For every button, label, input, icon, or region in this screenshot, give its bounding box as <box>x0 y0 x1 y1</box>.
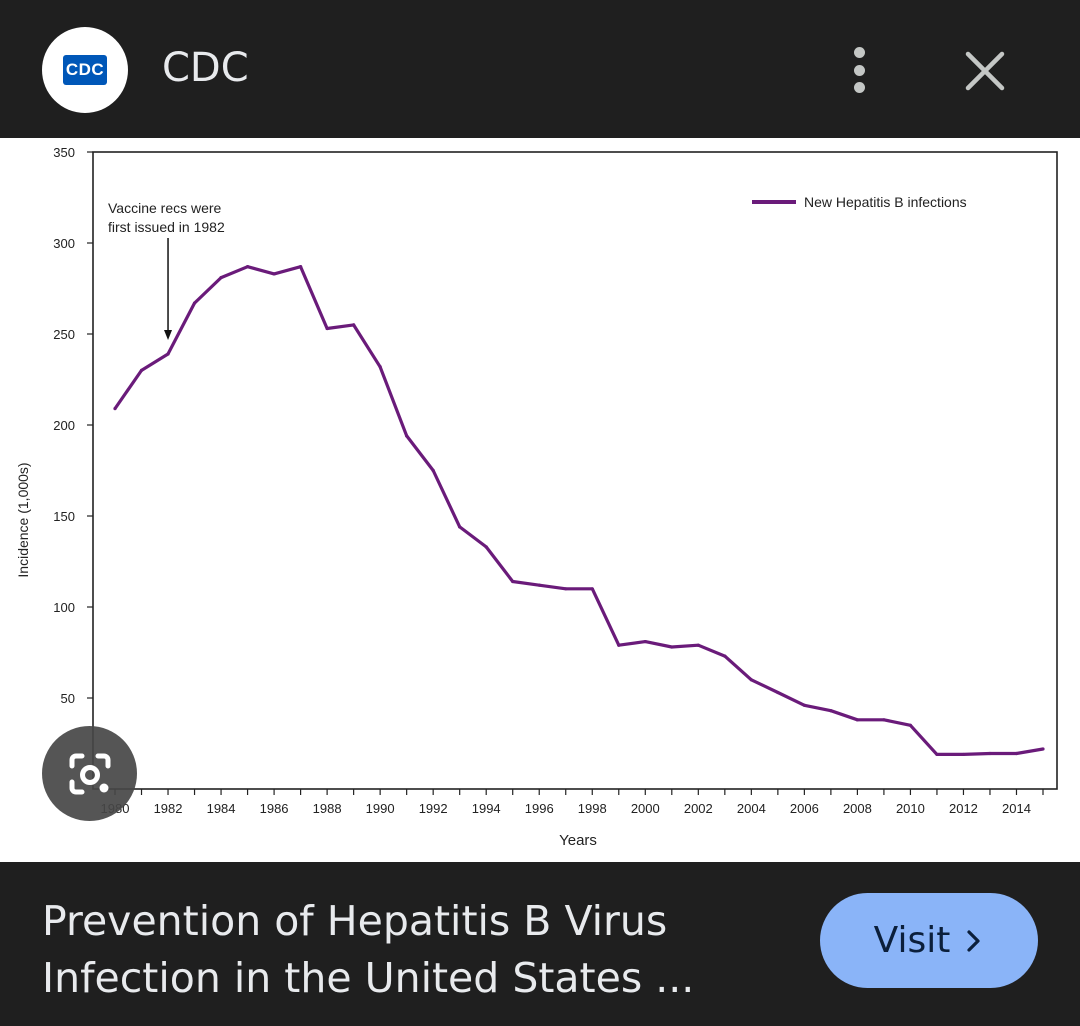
data-point <box>192 301 197 305</box>
x-tick-label: 2006 <box>790 801 819 816</box>
y-tick-label: 150 <box>53 509 75 524</box>
y-tick-label: 50 <box>61 691 75 706</box>
data-point <box>378 365 382 369</box>
x-tick-label: 1994 <box>472 801 501 816</box>
site-logo: CDC <box>42 27 128 113</box>
x-tick-label: 2008 <box>843 801 872 816</box>
x-tick-label: 2014 <box>1002 801 1031 816</box>
data-point <box>405 434 409 438</box>
x-tick-label: 1988 <box>313 801 342 816</box>
x-axis-label: Years <box>559 832 597 849</box>
data-point <box>113 407 117 411</box>
chevron-right-icon <box>967 929 980 952</box>
y-axis-label: Incidence (1,000s) <box>15 462 31 577</box>
x-tick-label: 2000 <box>631 801 660 816</box>
app-header: CDC CDC <box>0 0 1080 138</box>
data-point <box>829 709 833 713</box>
data-point <box>670 645 674 649</box>
data-point <box>590 587 594 591</box>
visit-button-label: Visit <box>873 920 951 961</box>
data-point <box>245 265 250 269</box>
visit-button[interactable]: Visit <box>820 893 1038 988</box>
y-tick-label: 100 <box>53 600 75 615</box>
x-tick-label: 2012 <box>949 801 978 816</box>
data-point <box>1014 751 1019 756</box>
data-point <box>855 718 860 722</box>
x-tick-label: 1982 <box>154 801 183 816</box>
data-point <box>272 272 276 276</box>
data-point <box>617 643 621 647</box>
data-point <box>696 643 700 647</box>
site-name: CDC <box>162 45 249 91</box>
x-tick-label: 2004 <box>737 801 766 816</box>
data-point <box>643 639 647 644</box>
x-tick-label: 1996 <box>525 801 554 816</box>
x-tick-label: 1986 <box>260 801 289 816</box>
series-line-new-hepatitis-b <box>113 265 1044 757</box>
result-title-link[interactable]: Prevention of Hepatitis B Virus Infectio… <box>42 897 695 1002</box>
data-point <box>723 654 727 658</box>
data-point <box>1041 747 1045 751</box>
data-point <box>564 587 568 591</box>
data-point <box>352 323 356 327</box>
y-tick-label: 250 <box>53 327 75 342</box>
data-point <box>882 718 886 722</box>
google-lens-button[interactable] <box>42 726 137 821</box>
data-point <box>325 326 329 331</box>
annotation-arrow-head <box>164 330 173 341</box>
more-options-button[interactable] <box>838 44 880 96</box>
y-tick-label: 300 <box>53 236 75 251</box>
close-button[interactable] <box>962 48 1008 94</box>
data-point <box>139 368 144 372</box>
data-point <box>166 352 170 356</box>
x-tick-label: 2010 <box>896 801 925 816</box>
data-point <box>537 583 541 587</box>
data-point <box>484 545 488 549</box>
cdc-logo-badge: CDC <box>63 55 107 85</box>
x-tick-label: 1990 <box>366 801 395 816</box>
x-tick-label: 1992 <box>419 801 448 816</box>
x-tick-label: 1998 <box>578 801 607 816</box>
data-point <box>988 751 992 756</box>
more-vert-icon <box>853 47 865 58</box>
x-tick-label: 1984 <box>207 801 236 816</box>
data-point <box>802 703 806 707</box>
data-point <box>961 752 966 757</box>
data-point <box>299 265 303 269</box>
google-lens-icon <box>69 753 111 795</box>
data-point <box>458 525 462 529</box>
data-point <box>511 579 515 584</box>
data-point <box>935 752 939 757</box>
data-point <box>219 275 223 280</box>
annotation-line-1: Vaccine recs were <box>108 200 222 216</box>
y-tick-label: 200 <box>53 418 75 433</box>
data-point <box>431 468 435 473</box>
plot-frame <box>92 151 1058 790</box>
legend-label: New Hepatitis B infections <box>804 194 967 210</box>
data-point <box>776 690 780 695</box>
y-tick-label: 350 <box>53 145 75 160</box>
close-icon <box>965 51 1005 91</box>
data-point <box>749 678 753 682</box>
more-vert-icon-dot <box>853 82 865 93</box>
annotation-line-2: first issued in 1982 <box>108 219 225 235</box>
data-point <box>908 723 913 727</box>
more-vert-icon-dot <box>853 64 865 76</box>
x-tick-label: 2002 <box>684 801 713 816</box>
